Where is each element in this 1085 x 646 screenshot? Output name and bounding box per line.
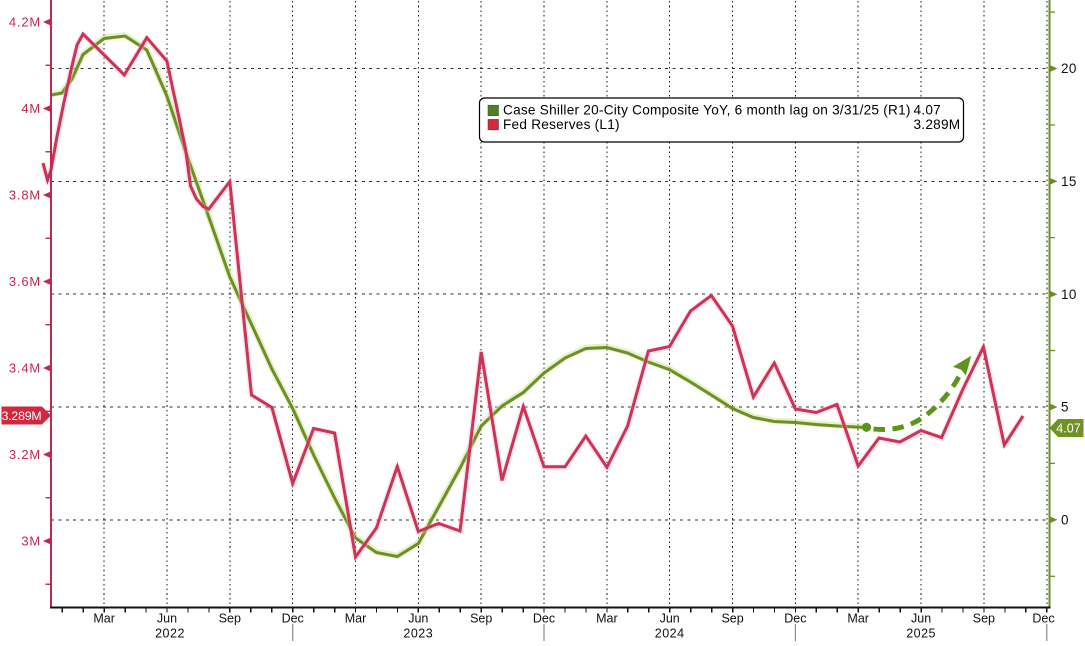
svg-text:Mar: Mar [596, 612, 618, 626]
svg-text:Sep: Sep [219, 612, 241, 626]
svg-text:3.2M: 3.2M [9, 447, 41, 462]
svg-text:4.07: 4.07 [1056, 422, 1081, 436]
svg-text:Jun: Jun [911, 612, 931, 626]
svg-text:3.289M: 3.289M [2, 409, 42, 423]
svg-text:Mar: Mar [847, 612, 869, 626]
svg-text:3.289M: 3.289M [914, 117, 961, 132]
svg-text:2023: 2023 [403, 627, 433, 641]
svg-text:Jun: Jun [408, 612, 428, 626]
svg-text:5: 5 [1061, 400, 1069, 415]
svg-text:Dec: Dec [282, 612, 304, 626]
svg-text:Fed Reserves (L1): Fed Reserves (L1) [503, 117, 620, 132]
svg-text:10: 10 [1061, 287, 1077, 302]
svg-text:20: 20 [1061, 61, 1077, 76]
svg-text:2024: 2024 [655, 627, 685, 641]
svg-text:Sep: Sep [721, 612, 743, 626]
svg-text:3.6M: 3.6M [9, 274, 41, 289]
svg-text:3.8M: 3.8M [9, 187, 41, 202]
svg-text:3M: 3M [21, 533, 41, 548]
svg-text:4.2M: 4.2M [9, 14, 41, 29]
svg-text:Dec: Dec [533, 612, 555, 626]
svg-text:Dec: Dec [1032, 612, 1054, 626]
svg-text:Sep: Sep [973, 612, 995, 626]
svg-text:2022: 2022 [155, 627, 185, 641]
svg-text:Jun: Jun [157, 612, 177, 626]
svg-text:Mar: Mar [345, 612, 367, 626]
svg-text:Dec: Dec [784, 612, 806, 626]
svg-text:3.4M: 3.4M [9, 360, 41, 375]
svg-text:15: 15 [1061, 174, 1077, 189]
svg-text:2025: 2025 [906, 627, 936, 641]
svg-text:4M: 4M [21, 101, 41, 116]
svg-text:Jun: Jun [660, 612, 680, 626]
svg-text:4.07: 4.07 [914, 103, 941, 118]
svg-text:Mar: Mar [93, 612, 115, 626]
svg-text:Sep: Sep [470, 612, 492, 626]
svg-text:0: 0 [1061, 512, 1069, 527]
svg-text:Case Shiller 20-City Composite: Case Shiller 20-City Composite YoY, 6 mo… [503, 103, 911, 118]
